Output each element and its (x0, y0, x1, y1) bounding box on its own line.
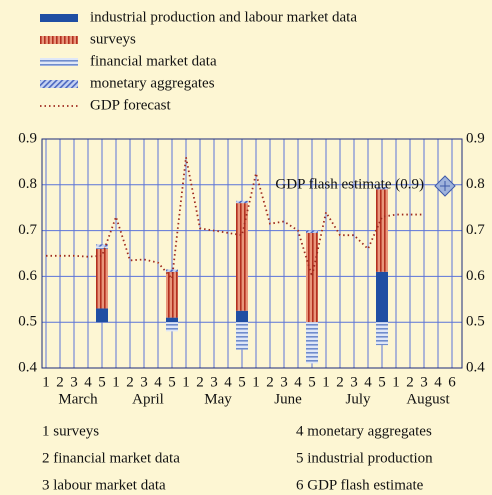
legend-swatch (40, 80, 78, 88)
bar-segment (96, 246, 108, 249)
bar-segment (306, 232, 318, 323)
bar-segment (166, 317, 178, 323)
x-tick-label: 5 (98, 374, 106, 390)
annotation: GDP flash estimate (0.9) (275, 175, 456, 197)
x-tick-label: 5 (378, 374, 386, 390)
bar-segment (236, 322, 248, 350)
y-tick-label: 0.7 (18, 222, 37, 238)
y2-tick-label: 0.6 (466, 268, 485, 284)
legend-swatch (40, 36, 78, 44)
x-tick-label: 6 (448, 374, 456, 390)
x-tick-label: 4 (84, 374, 92, 390)
bar-segment (376, 271, 388, 323)
y-tick-label: 0.8 (18, 176, 37, 192)
legend-label: surveys (90, 31, 136, 47)
y2-tick-label: 0.7 (466, 222, 485, 238)
bar-segment (376, 189, 388, 272)
flash-marker-cross (440, 181, 450, 191)
key-item: 5 industrial production (296, 450, 433, 466)
x-tick-label: 5 (308, 374, 316, 390)
legend-label: industrial production and labour market … (90, 9, 357, 25)
y-tick-label: 0.5 (18, 314, 37, 330)
x-tick-label: 1 (322, 374, 330, 390)
bar-segment (376, 322, 388, 346)
bar-segment (236, 203, 248, 311)
bar-segment (376, 187, 388, 190)
key-item: 1 surveys (42, 423, 99, 439)
x-tick-label: 4 (434, 374, 442, 390)
x-tick-label: 1 (182, 374, 190, 390)
bar-segment (236, 200, 248, 204)
bar-segment (96, 308, 108, 323)
x-tick-label: 3 (140, 374, 148, 390)
month-label: May (204, 391, 232, 407)
x-tick-label: 3 (280, 374, 288, 390)
annotation-text: GDP flash estimate (0.9) (275, 176, 424, 192)
month-label: June (274, 391, 302, 407)
legend-swatch (40, 14, 78, 22)
x-tick-label: 4 (294, 374, 302, 390)
y2-tick-label: 0.8 (466, 176, 485, 192)
forecast-line (46, 157, 424, 281)
month-label: April (132, 391, 164, 407)
key-item: 2 financial market data (42, 450, 180, 466)
x-tick-label: 5 (168, 374, 176, 390)
x-tick-label: 3 (350, 374, 358, 390)
legend-label: GDP forecast (90, 97, 172, 113)
key-item: 6 GDP flash estimate (296, 477, 424, 493)
y-tick-label: 0.9 (18, 130, 37, 146)
y-tick-label: 0.6 (18, 268, 37, 284)
x-tick-label: 2 (266, 374, 274, 390)
x-tick-label: 2 (406, 374, 414, 390)
x-tick-label: 1 (112, 374, 120, 390)
bar-segment (306, 230, 318, 233)
x-tick-label: 4 (224, 374, 232, 390)
month-label: August (406, 391, 450, 407)
x-tick-label: 1 (42, 374, 50, 390)
key-item: 4 monetary aggregates (296, 423, 432, 439)
x-tick-label: 4 (364, 374, 372, 390)
plot-frame (41, 138, 463, 369)
bar-segment (166, 269, 178, 272)
bar-segment (96, 248, 108, 309)
x-tick-label: 3 (70, 374, 78, 390)
y2-tick-label: 0.5 (466, 314, 485, 330)
x-tick-label: 5 (238, 374, 246, 390)
bar-segment (96, 244, 108, 247)
x-tick-label: 2 (56, 374, 64, 390)
x-tick-label: 3 (420, 374, 428, 390)
x-tick-label: 4 (154, 374, 162, 390)
bar-segment (236, 310, 248, 323)
bar-segment (166, 322, 178, 332)
x-tick-label: 1 (392, 374, 400, 390)
legend-swatch (40, 58, 78, 66)
month-label: March (58, 391, 98, 407)
legend-label: financial market data (90, 53, 217, 69)
x-tick-label: 2 (126, 374, 134, 390)
x-tick-label: 3 (210, 374, 218, 390)
x-tick-label: 2 (196, 374, 204, 390)
bar-segment (306, 322, 318, 364)
legend-label: monetary aggregates (90, 75, 215, 91)
y2-tick-label: 0.9 (466, 130, 485, 146)
month-label: July (345, 391, 371, 407)
x-tick-label: 2 (336, 374, 344, 390)
y2-tick-label: 0.4 (466, 359, 485, 375)
key-item: 3 labour market data (42, 477, 166, 493)
bar-segment (166, 271, 178, 318)
x-tick-label: 1 (252, 374, 260, 390)
y-tick-label: 0.4 (18, 359, 37, 375)
